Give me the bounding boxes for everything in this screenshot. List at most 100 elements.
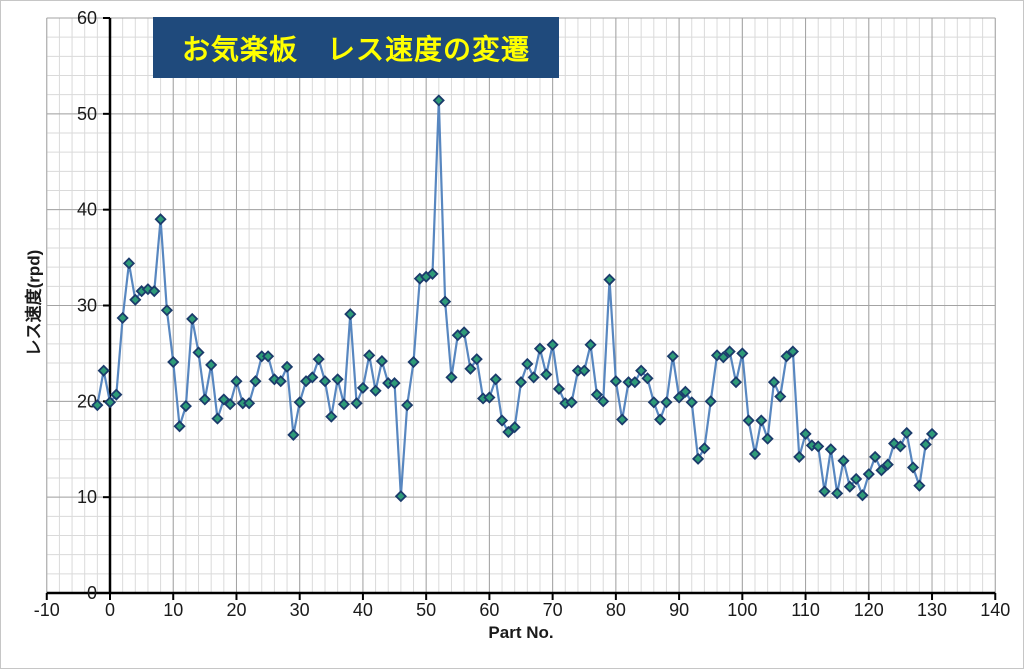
data-point-marker bbox=[179, 400, 192, 413]
data-point-marker bbox=[363, 349, 376, 362]
data-point-marker bbox=[786, 345, 799, 358]
data-points bbox=[91, 94, 939, 503]
data-point-marker bbox=[818, 485, 831, 498]
data-point-marker bbox=[173, 420, 186, 433]
data-point-marker bbox=[154, 213, 167, 226]
data-point-marker bbox=[160, 304, 173, 317]
data-point-marker bbox=[312, 353, 325, 366]
data-point-marker bbox=[407, 355, 420, 369]
data-point-marker bbox=[249, 375, 262, 388]
data-point-marker bbox=[344, 308, 357, 321]
svg-text:30: 30 bbox=[290, 600, 310, 620]
data-point-marker bbox=[679, 385, 692, 398]
data-point-marker bbox=[717, 351, 730, 364]
y-tick-labels: 0 10 20 30 40 50 60 bbox=[77, 8, 97, 603]
data-point-marker bbox=[325, 410, 338, 423]
svg-text:-10: -10 bbox=[34, 600, 60, 620]
data-point-marker bbox=[445, 371, 458, 384]
data-point-marker bbox=[635, 364, 648, 377]
data-point-marker bbox=[710, 349, 724, 362]
grid-major bbox=[46, 17, 996, 593]
data-point-marker bbox=[495, 414, 509, 427]
svg-text:120: 120 bbox=[854, 600, 884, 620]
data-point-marker bbox=[527, 371, 540, 384]
data-point-marker bbox=[824, 443, 837, 456]
data-point-marker bbox=[280, 360, 294, 373]
chart-title-box: お気楽板 レス速度の変遷 bbox=[153, 17, 559, 78]
data-point-marker bbox=[262, 350, 275, 363]
svg-text:50: 50 bbox=[77, 104, 97, 124]
data-point-marker bbox=[875, 464, 888, 477]
data-point-marker bbox=[394, 490, 407, 503]
x-tick-labels: -10 0 10 20 30 40 50 60 70 80 90 100 110 120 130 140 bbox=[34, 600, 1011, 620]
y-axis-label: レス速度(rpd) bbox=[24, 249, 44, 357]
data-point-marker bbox=[293, 396, 306, 409]
data-point-marker bbox=[780, 350, 793, 363]
data-point-marker bbox=[590, 388, 603, 401]
data-point-marker bbox=[110, 388, 123, 401]
svg-text:90: 90 bbox=[669, 600, 689, 620]
data-point-marker bbox=[799, 427, 812, 440]
svg-text:40: 40 bbox=[77, 200, 97, 220]
data-point-marker bbox=[919, 438, 932, 451]
data-point-marker bbox=[748, 447, 762, 461]
data-point-marker bbox=[647, 396, 660, 409]
data-point-marker bbox=[761, 432, 774, 445]
data-point-marker bbox=[192, 346, 205, 359]
data-point-marker bbox=[597, 395, 610, 408]
data-point-marker bbox=[755, 414, 768, 427]
data-point-marker bbox=[331, 373, 344, 386]
data-point-marker bbox=[103, 396, 117, 409]
data-point-marker bbox=[850, 472, 863, 486]
data-point-marker bbox=[369, 384, 382, 397]
data-point-marker bbox=[584, 338, 597, 351]
svg-text:40: 40 bbox=[353, 600, 373, 620]
data-point-marker bbox=[230, 375, 243, 388]
data-point-marker bbox=[925, 427, 939, 440]
data-point-marker bbox=[812, 440, 825, 453]
data-point-marker bbox=[774, 390, 787, 403]
data-point-marker bbox=[862, 468, 875, 481]
data-point-marker bbox=[894, 440, 907, 453]
data-point-marker bbox=[685, 396, 698, 409]
data-point-marker bbox=[616, 413, 629, 426]
data-point-marker bbox=[540, 368, 553, 381]
data-point-marker bbox=[837, 454, 850, 467]
svg-text:60: 60 bbox=[77, 8, 97, 28]
data-point-marker bbox=[660, 396, 673, 409]
svg-text:130: 130 bbox=[917, 600, 947, 620]
svg-text:70: 70 bbox=[543, 600, 563, 620]
data-point-marker bbox=[470, 353, 483, 366]
svg-text:0: 0 bbox=[87, 583, 97, 603]
data-point-marker bbox=[609, 375, 622, 388]
data-point-marker bbox=[483, 391, 496, 404]
svg-text:30: 30 bbox=[77, 296, 97, 316]
data-point-marker bbox=[603, 273, 616, 286]
data-point-marker bbox=[375, 355, 388, 368]
data-point-marker bbox=[350, 397, 363, 410]
data-point-marker bbox=[565, 396, 578, 409]
data-point-marker bbox=[337, 398, 351, 411]
data-point-marker bbox=[552, 382, 566, 395]
data-point-marker bbox=[388, 377, 401, 390]
data-point-marker bbox=[489, 373, 502, 386]
svg-text:140: 140 bbox=[980, 600, 1010, 620]
svg-text:100: 100 bbox=[727, 600, 757, 620]
data-point-marker bbox=[881, 458, 894, 471]
data-point-marker bbox=[401, 399, 414, 412]
svg-text:50: 50 bbox=[416, 600, 436, 620]
data-point-marker bbox=[843, 480, 856, 493]
data-point-marker bbox=[432, 94, 445, 107]
data-point-marker bbox=[458, 326, 471, 339]
data-point-marker bbox=[167, 355, 180, 369]
data-point-marker bbox=[91, 399, 104, 412]
data-point-marker bbox=[831, 487, 844, 500]
data-point-marker bbox=[129, 293, 142, 306]
svg-text:0: 0 bbox=[105, 600, 115, 620]
data-point-marker bbox=[736, 347, 749, 360]
data-point-marker bbox=[514, 376, 528, 389]
x-axis-label: Part No. bbox=[488, 623, 554, 642]
chart-title: お気楽板 レス速度の変遷 bbox=[181, 33, 530, 65]
data-point-marker bbox=[869, 450, 882, 463]
